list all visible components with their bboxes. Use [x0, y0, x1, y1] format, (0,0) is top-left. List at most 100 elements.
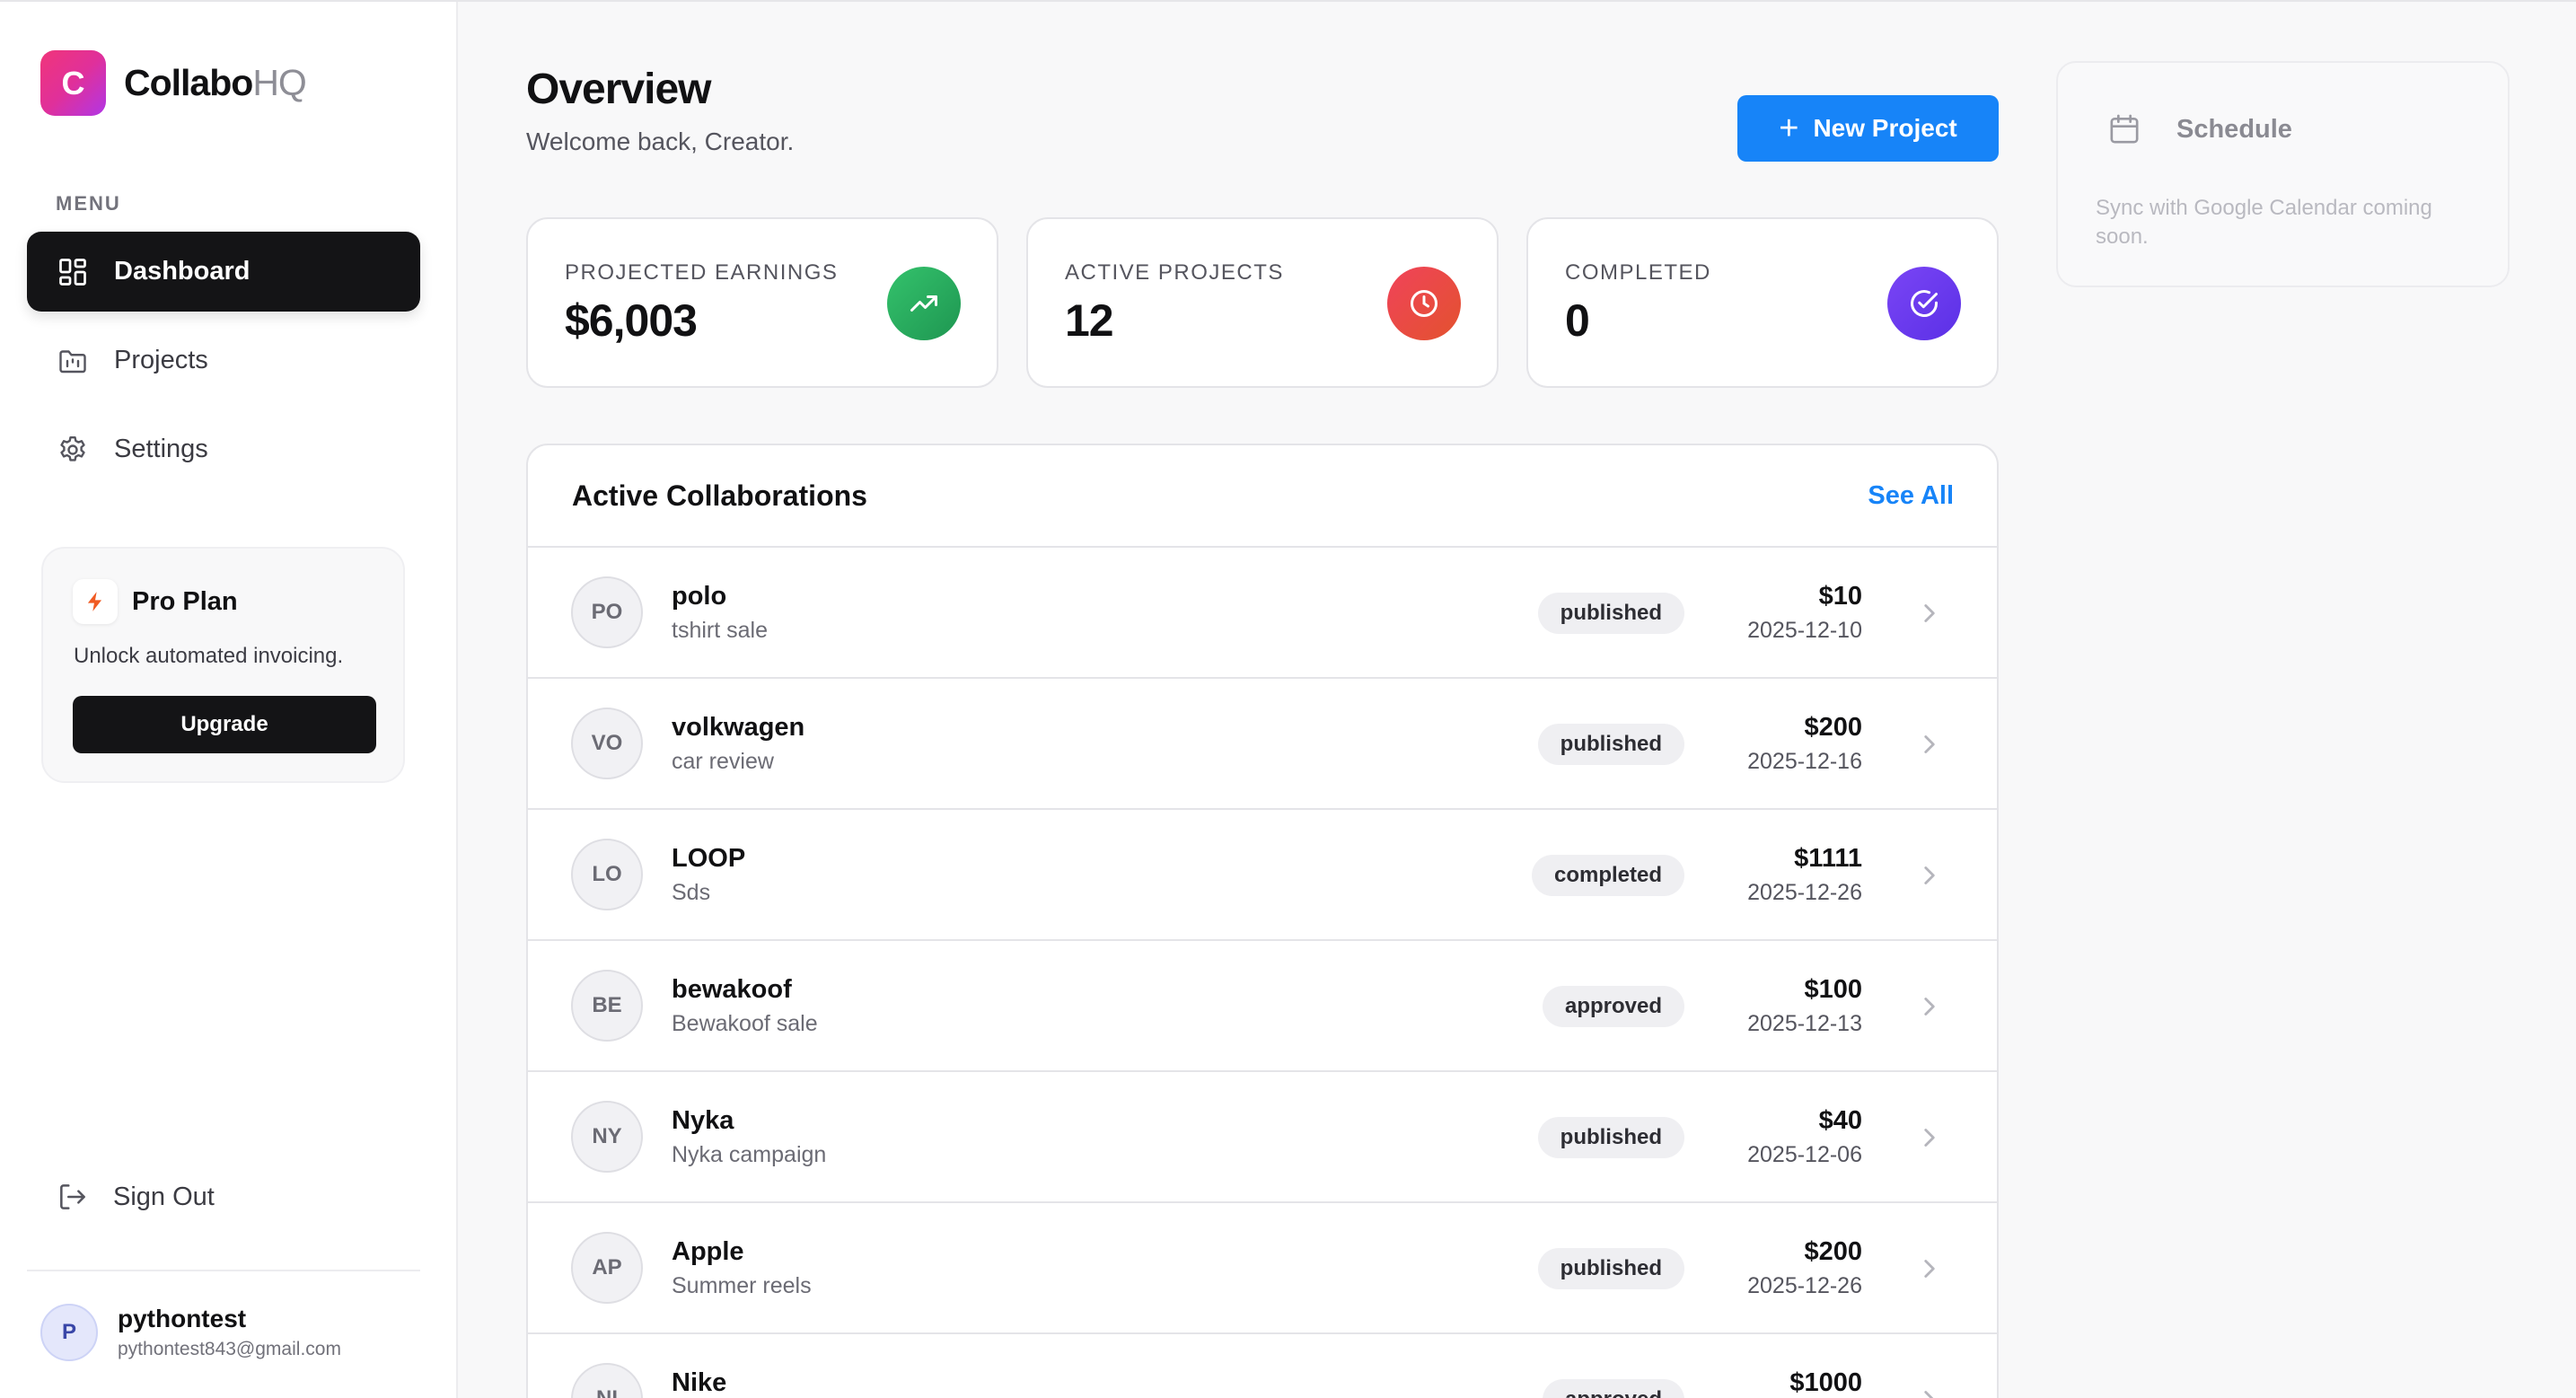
stat-card-completed: COMPLETED 0 [1526, 217, 1999, 388]
brand-name: CollaboHQ [124, 62, 307, 104]
avatar: P [40, 1304, 98, 1361]
user-profile[interactable]: P pythontest pythontest843@gmail.com [40, 1304, 341, 1361]
chevron-right-icon [1914, 598, 1945, 629]
upgrade-button[interactable]: Upgrade [73, 696, 376, 753]
chevron-right-icon [1914, 729, 1945, 760]
avatar: PO [571, 576, 643, 648]
new-project-button[interactable]: + New Project [1737, 95, 1999, 162]
chevron-right-icon [1914, 1385, 1945, 1398]
see-all-link[interactable]: See All [1868, 481, 1954, 510]
collaboration-description: Summer reels [672, 1273, 812, 1298]
stat-card-projected-earnings: PROJECTED EARNINGS $6,003 [526, 217, 998, 388]
collaborations-header: Active Collaborations See All [528, 445, 1997, 548]
status-badge: approved [1542, 986, 1684, 1027]
plus-icon: + [1779, 110, 1799, 147]
sign-out-icon [60, 1184, 85, 1209]
collaboration-amount: $10 [1818, 582, 1862, 611]
collaboration-amount: $200 [1804, 713, 1862, 742]
pro-plan-title: Pro Plan [132, 586, 238, 616]
table-row[interactable]: NY Nyka Nyka campaign published $40 2025-12-0… [528, 1072, 1997, 1203]
sidebar-item-label: Projects [114, 346, 208, 374]
collaboration-description: car review [672, 749, 774, 774]
collaboration-name: LOOP [672, 844, 746, 873]
clock-icon [1387, 267, 1461, 340]
gear-icon [60, 435, 85, 462]
status-badge: published [1537, 593, 1684, 634]
status-badge: published [1537, 724, 1684, 765]
status-badge: published [1537, 1117, 1684, 1158]
sidebar-item-label: Settings [114, 435, 208, 463]
sidebar-item-projects[interactable]: Projects [27, 321, 420, 400]
new-project-label: New Project [1813, 114, 1957, 142]
table-row[interactable]: NI Nike approved $1000 [528, 1334, 1997, 1398]
user-info: pythontest pythontest843@gmail.com [118, 1305, 341, 1360]
table-row[interactable]: BE bewakoof Bewakoof sale approved $100 2025-… [528, 941, 1997, 1072]
avatar: BE [571, 970, 643, 1042]
user-email: pythontest843@gmail.com [118, 1339, 341, 1359]
collaboration-amount: $200 [1804, 1237, 1862, 1266]
user-name: pythontest [118, 1305, 247, 1332]
chevron-right-icon [1914, 991, 1945, 1022]
collaborations-title: Active Collaborations [572, 479, 867, 512]
table-row[interactable]: AP Apple Summer reels published $200 2025-12-… [528, 1203, 1997, 1334]
status-badge: approved [1542, 1379, 1684, 1398]
avatar: VO [571, 708, 643, 779]
schedule-card: Schedule Sync with Google Calendar comin… [2056, 61, 2510, 287]
stat-label: PROJECTED EARNINGS [565, 260, 839, 285]
stat-label: ACTIVE PROJECTS [1065, 260, 1284, 285]
trending-up-icon [887, 267, 961, 340]
sidebar-divider [27, 1270, 420, 1271]
sidebar-item-dashboard[interactable]: Dashboard [27, 232, 420, 312]
collaboration-amount: $100 [1804, 975, 1862, 1004]
collaboration-name: volkwagen [672, 713, 805, 742]
collaboration-description: Nyka campaign [672, 1142, 827, 1167]
sign-out-button[interactable]: Sign Out [56, 1180, 215, 1214]
stat-value: $6,003 [565, 295, 698, 346]
schedule-header: Schedule [2106, 111, 2292, 147]
sidebar: C CollaboHQ MENU Dashboard Projects Sett… [0, 2, 458, 1398]
collaboration-amount: $1000 [1789, 1368, 1862, 1397]
collaboration-date: 2025-12-26 [1747, 880, 1862, 905]
sidebar-item-settings[interactable]: Settings [27, 409, 420, 489]
collaboration-amount: $1111 [1794, 844, 1862, 873]
status-badge: published [1537, 1248, 1684, 1289]
pro-plan-description: Unlock automated invoicing. [74, 644, 344, 668]
folder-icon [59, 349, 86, 373]
sign-out-label: Sign Out [113, 1182, 215, 1211]
collaborations-list: PO polo tshirt sale published $10 2025-12-10 V… [528, 548, 1997, 1398]
brand[interactable]: C CollaboHQ [40, 50, 307, 116]
chevron-right-icon [1914, 1122, 1945, 1153]
table-row[interactable]: LO LOOP Sds completed $1111 2025-12-26 [528, 810, 1997, 941]
chevron-right-icon [1914, 1253, 1945, 1284]
avatar: NY [571, 1101, 643, 1173]
collaboration-date: 2025-12-26 [1747, 1273, 1862, 1298]
avatar: NI [571, 1363, 643, 1398]
chevron-right-icon [1914, 860, 1945, 891]
active-collaborations-panel: Active Collaborations See All PO polo tshi… [526, 444, 1999, 1398]
stat-card-active-projects: ACTIVE PROJECTS 12 [1026, 217, 1499, 388]
menu-label: MENU [56, 192, 121, 215]
status-badge: completed [1531, 855, 1684, 896]
lightning-icon [73, 579, 118, 624]
collaboration-date: 2025-12-06 [1747, 1142, 1862, 1167]
stat-label: COMPLETED [1565, 260, 1711, 285]
collaboration-description: Sds [672, 880, 711, 905]
collaboration-name: bewakoof [672, 975, 792, 1004]
collaboration-name: polo [672, 582, 727, 611]
brand-name-suffix: HQ [252, 62, 306, 103]
avatar: LO [571, 839, 643, 910]
table-row[interactable]: VO volkwagen car review published $200 2025-1… [528, 679, 1997, 810]
collaboration-description: tshirt sale [672, 618, 768, 643]
avatar: AP [571, 1232, 643, 1304]
stat-value: 0 [1565, 295, 1590, 346]
collaboration-amount: $40 [1818, 1106, 1862, 1135]
page-subtitle: Welcome back, Creator. [526, 127, 795, 155]
pro-plan-card: Pro Plan Unlock automated invoicing. Upg… [41, 547, 405, 783]
collaboration-description: Bewakoof sale [672, 1011, 818, 1036]
collaboration-name: Nyka [672, 1106, 734, 1135]
dashboard-icon [59, 258, 86, 286]
check-circle-icon [1887, 267, 1961, 340]
schedule-title: Schedule [2176, 114, 2292, 144]
table-row[interactable]: PO polo tshirt sale published $10 2025-12-10 [528, 548, 1997, 679]
